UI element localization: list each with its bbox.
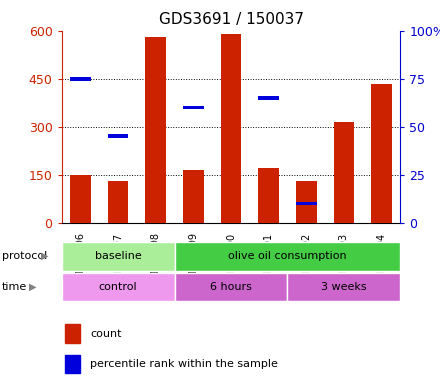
- Bar: [70, 77, 91, 81]
- Text: protocol: protocol: [2, 251, 48, 261]
- Text: baseline: baseline: [95, 251, 141, 262]
- Bar: [183, 170, 204, 223]
- Bar: [175, 273, 287, 301]
- Bar: [145, 37, 166, 223]
- Bar: [371, 84, 392, 223]
- Bar: [62, 242, 175, 271]
- Bar: [220, 34, 242, 223]
- Bar: [287, 273, 400, 301]
- Bar: [334, 122, 354, 223]
- Bar: [258, 96, 279, 100]
- Bar: [296, 202, 317, 205]
- Text: percentile rank within the sample: percentile rank within the sample: [90, 359, 278, 369]
- Text: 6 hours: 6 hours: [210, 282, 252, 292]
- Text: olive oil consumption: olive oil consumption: [228, 251, 347, 262]
- Bar: [183, 106, 204, 109]
- Bar: [108, 181, 128, 223]
- Bar: [175, 242, 400, 271]
- Bar: [62, 273, 175, 301]
- Text: 3 weeks: 3 weeks: [321, 282, 367, 292]
- Bar: [258, 168, 279, 223]
- Text: ▶: ▶: [41, 251, 48, 261]
- Text: control: control: [99, 282, 137, 292]
- Text: time: time: [2, 282, 27, 292]
- Title: GDS3691 / 150037: GDS3691 / 150037: [158, 12, 304, 27]
- Text: ▶: ▶: [29, 282, 37, 292]
- Bar: [296, 181, 317, 223]
- Bar: [65, 324, 80, 343]
- Text: count: count: [90, 329, 122, 339]
- Bar: [108, 134, 128, 138]
- Bar: [70, 175, 91, 223]
- Bar: [65, 355, 80, 373]
